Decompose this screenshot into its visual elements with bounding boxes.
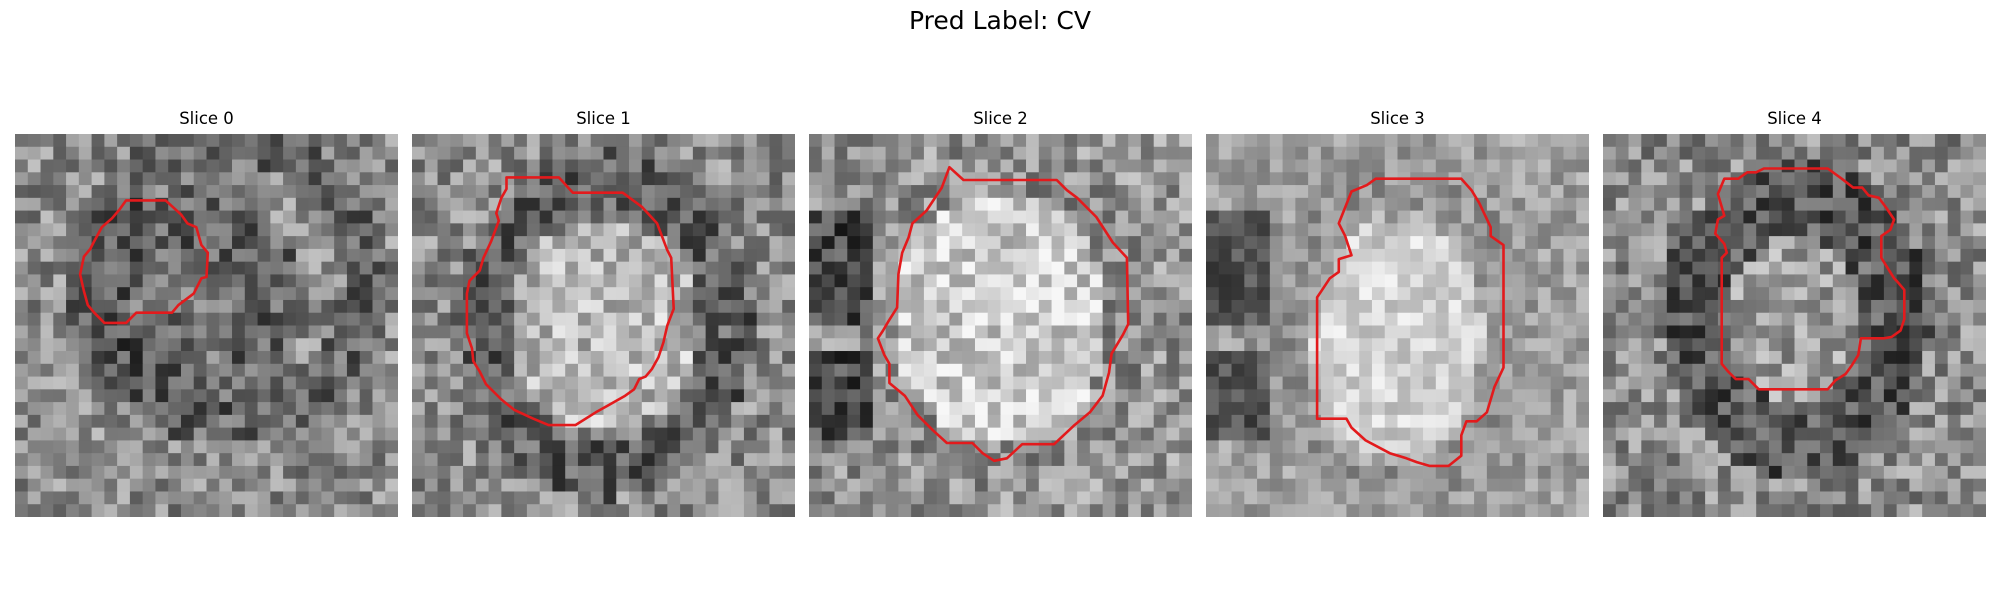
slice-title: Slice 2 xyxy=(973,109,1028,128)
pixel-grid xyxy=(1603,134,1986,517)
pixel-grid xyxy=(809,134,1192,517)
slice-title: Slice 4 xyxy=(1767,109,1822,128)
segmentation-contour xyxy=(465,176,676,427)
segmentation-contour xyxy=(1714,167,1906,391)
slice-title: Slice 1 xyxy=(576,109,631,128)
slice-panel: Slice 4 xyxy=(1603,108,1986,517)
pixel-grid xyxy=(412,134,795,517)
segmentation-contour xyxy=(1315,177,1505,468)
figure-title: Pred Label: CV xyxy=(909,6,1091,35)
slice-panel: Slice 3 xyxy=(1206,108,1589,517)
segmentation-contour xyxy=(78,199,210,325)
slice-panel: Slice 2 xyxy=(809,108,1192,517)
slice-panel: Slice 1 xyxy=(412,108,795,517)
slice-image xyxy=(15,134,398,517)
slice-title: Slice 0 xyxy=(179,109,234,128)
slice-image xyxy=(1603,134,1986,517)
pixel-grid xyxy=(1206,134,1589,517)
slice-image xyxy=(1206,134,1589,517)
slice-image xyxy=(412,134,795,517)
slice-title: Slice 3 xyxy=(1370,109,1425,128)
segmentation-contour xyxy=(876,165,1130,463)
slice-image xyxy=(809,134,1192,517)
pixel-grid xyxy=(15,134,398,517)
slice-panel: Slice 0 xyxy=(15,108,398,517)
